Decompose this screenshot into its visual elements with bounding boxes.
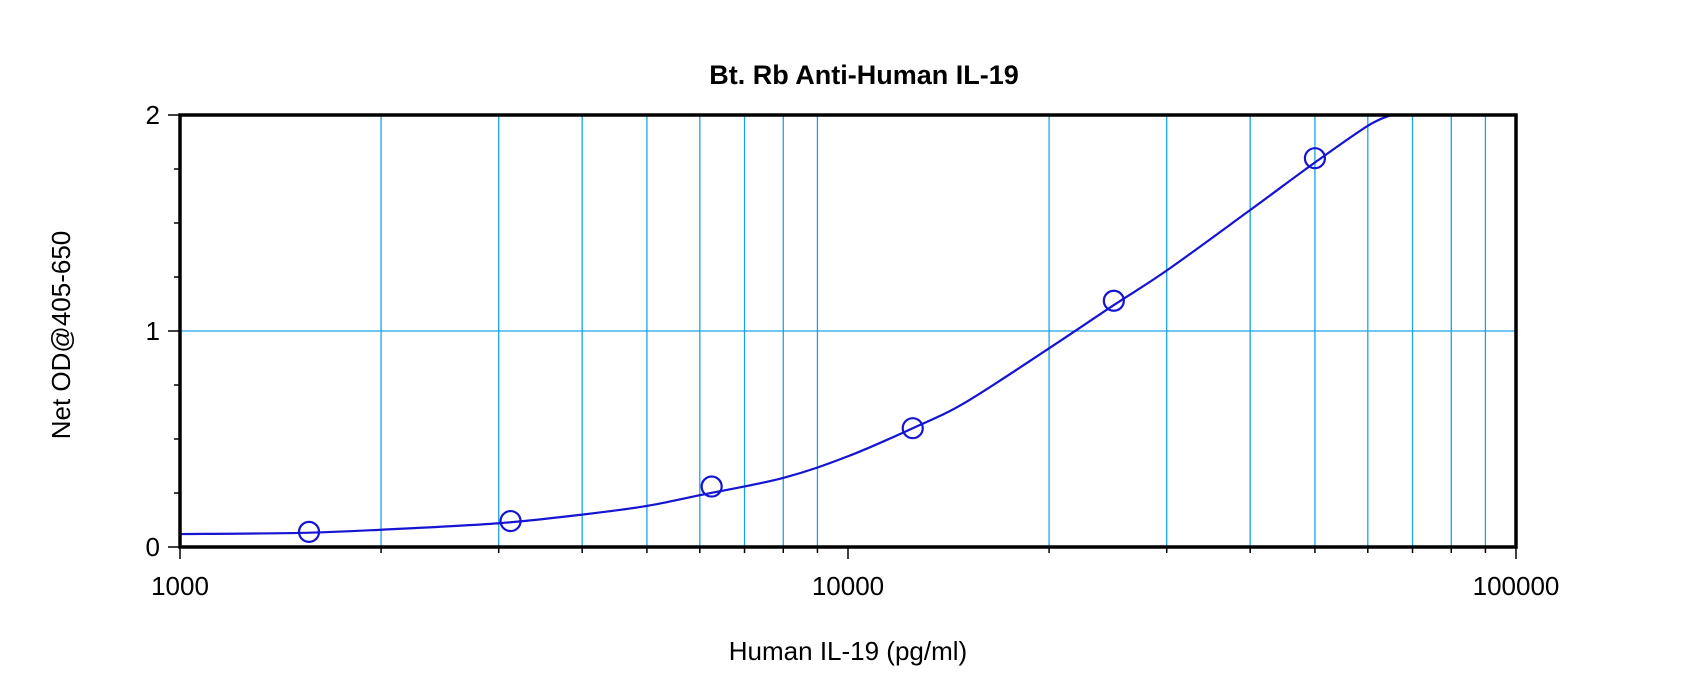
y-axis-label: Net OD@405-650	[46, 231, 76, 440]
grid	[180, 115, 1516, 547]
y-tick-label: 2	[146, 100, 160, 130]
data-point	[1102, 289, 1125, 312]
chart-title: Bt. Rb Anti-Human IL-19	[709, 60, 1019, 90]
data-point	[1303, 147, 1327, 170]
data-point	[297, 520, 321, 543]
x-axis-label: Human IL-19 (pg/ml)	[729, 636, 967, 666]
tick-labels: 1000 10000 100000 0 1 2	[146, 100, 1560, 601]
data-point	[700, 475, 723, 498]
x-tick-label: 1000	[151, 571, 209, 601]
y-tick-label: 0	[146, 532, 160, 562]
data-point	[901, 417, 924, 440]
x-tick-label: 10000	[812, 571, 884, 601]
x-tick-label: 100000	[1473, 571, 1560, 601]
data-points	[297, 147, 1327, 543]
plot-frame	[178, 113, 1518, 549]
data-point	[499, 509, 522, 533]
y-tick-label: 1	[146, 316, 160, 346]
fit-curve	[179, 113, 1392, 536]
axis-ticks	[168, 114, 1517, 559]
